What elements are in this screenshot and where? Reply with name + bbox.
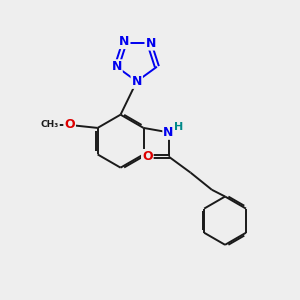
Text: H: H bbox=[174, 122, 184, 132]
Text: N: N bbox=[163, 126, 174, 139]
Text: N: N bbox=[119, 35, 130, 48]
Text: O: O bbox=[64, 118, 75, 131]
Text: O: O bbox=[142, 150, 153, 163]
Text: CH₃: CH₃ bbox=[41, 121, 59, 130]
Text: N: N bbox=[132, 75, 142, 88]
Text: N: N bbox=[146, 37, 156, 50]
Text: N: N bbox=[111, 60, 122, 73]
